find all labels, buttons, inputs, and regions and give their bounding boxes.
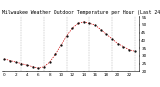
Text: Milwaukee Weather Outdoor Temperature per Hour (Last 24 Hours): Milwaukee Weather Outdoor Temperature pe… (2, 10, 160, 15)
